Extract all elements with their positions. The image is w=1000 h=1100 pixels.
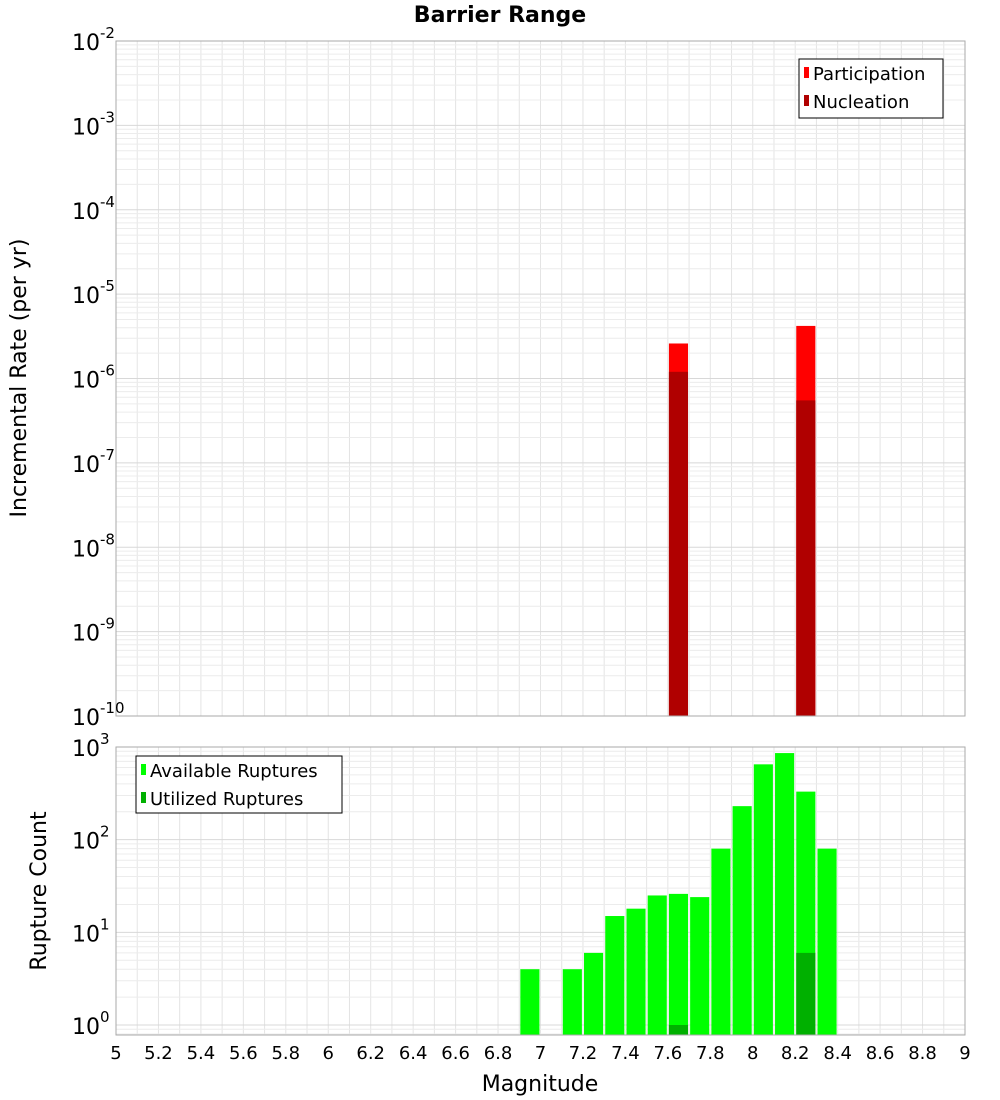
x-tick-label: 7.2 xyxy=(569,1043,598,1064)
bar-nucleation xyxy=(796,400,816,716)
top-plot-frame xyxy=(115,40,966,717)
top-legend: Participation Nucleation xyxy=(798,58,944,119)
bar-utilized-ruptures xyxy=(668,1025,689,1035)
x-tick-label: 5.6 xyxy=(229,1043,258,1064)
top-y-tick-label: 10-10 xyxy=(72,699,125,731)
x-tick-label: 5.2 xyxy=(144,1043,173,1064)
top-y-tick-label: 10-6 xyxy=(72,362,115,394)
x-tick-label: 5.4 xyxy=(187,1043,216,1064)
top-gridlines xyxy=(115,40,966,717)
bottom-bars xyxy=(520,753,837,1035)
legend-label-participation: Participation xyxy=(813,64,925,85)
bar-available-ruptures xyxy=(647,895,667,1035)
bottom-legend: Available Ruptures Utilized Ruptures xyxy=(135,755,343,814)
bar-available-ruptures xyxy=(732,806,752,1035)
bar-available-ruptures xyxy=(775,753,795,1035)
x-axis-title: Magnitude xyxy=(482,1072,599,1097)
x-tick-label: 5 xyxy=(110,1043,121,1064)
top-y-tick-label: 10-8 xyxy=(72,530,115,562)
bar-available-ruptures xyxy=(817,848,837,1035)
x-tick-label: 6 xyxy=(323,1043,334,1064)
x-tick-label: 6.2 xyxy=(356,1043,385,1064)
top-y-tick-label: 10-7 xyxy=(72,446,115,478)
x-tick-label: 9 xyxy=(959,1043,970,1064)
x-ticks: 5 5.2 5.4 5.6 5.8 6 6.2 6.4 6.6 6.8 7 7.2 7.4 7.6 7.8 8… xyxy=(110,1043,970,1064)
legend-label-utilized-ruptures: Utilized Ruptures xyxy=(150,789,303,810)
bar-utilized-ruptures xyxy=(796,952,816,1035)
x-tick-label: 7 xyxy=(535,1043,546,1064)
x-tick-label: 5.8 xyxy=(271,1043,300,1064)
bottom-legend-box xyxy=(135,755,343,814)
bar-available-ruptures xyxy=(584,952,604,1035)
top-bars xyxy=(668,325,816,716)
bottom-y-tick-label: 102 xyxy=(72,823,110,855)
x-tick-label: 8.6 xyxy=(866,1043,895,1064)
bar-available-ruptures xyxy=(605,916,625,1035)
bottom-y-tick-label: 101 xyxy=(72,915,110,947)
bottom-y-tick-label: 100 xyxy=(72,1008,110,1040)
x-tick-label: 8.2 xyxy=(781,1043,810,1064)
legend-swatch-available-ruptures xyxy=(141,764,146,775)
bar-available-ruptures xyxy=(520,969,540,1035)
top-y-tick-label: 10-5 xyxy=(72,277,115,309)
x-tick-label: 7.8 xyxy=(696,1043,725,1064)
top-y-tick-label: 10-4 xyxy=(72,193,115,225)
bottom-y-tick-label: 103 xyxy=(72,730,110,762)
bar-available-ruptures xyxy=(668,893,689,1035)
chart-title: Barrier Range xyxy=(414,3,586,28)
x-tick-label: 6.8 xyxy=(484,1043,513,1064)
bar-available-ruptures xyxy=(690,897,710,1035)
legend-label-available-ruptures: Available Ruptures xyxy=(150,761,318,782)
legend-swatch-utilized-ruptures xyxy=(141,792,146,803)
x-tick-label: 6.4 xyxy=(399,1043,428,1064)
legend-label-nucleation: Nucleation xyxy=(813,92,909,113)
top-y-tick-label: 10-3 xyxy=(72,108,115,140)
top-y-tick-label: 10-2 xyxy=(72,24,115,56)
top-y-ticks: 10-2 10-3 10-4 10-5 10-6 10-7 10-8 10-9 10-10 xyxy=(72,24,125,731)
x-tick-label: 6.6 xyxy=(441,1043,470,1064)
top-y-tick-label: 10-9 xyxy=(72,615,115,647)
x-tick-label: 8.8 xyxy=(908,1043,937,1064)
bar-available-ruptures xyxy=(626,908,646,1035)
legend-swatch-participation xyxy=(804,67,809,78)
legend-swatch-nucleation xyxy=(804,95,809,106)
top-plot: 10-2 10-3 10-4 10-5 10-6 10-7 10-8 10-9 10-10 In… xyxy=(7,24,966,731)
x-tick-label: 7.4 xyxy=(611,1043,640,1064)
bottom-plot: 103 102 101 100 5 5.2 5.4 5.6 5.8 6 6.2 6.4 6.6 6.8 7… xyxy=(27,730,971,1097)
bottom-y-axis-title: Rupture Count xyxy=(27,811,52,971)
bottom-y-ticks: 103 102 101 100 xyxy=(72,730,110,1040)
bar-available-ruptures xyxy=(711,848,731,1035)
bar-available-ruptures xyxy=(753,764,773,1035)
x-tick-label: 8 xyxy=(747,1043,758,1064)
x-tick-label: 7.6 xyxy=(654,1043,683,1064)
bottom-plot-frame xyxy=(115,746,966,1036)
bar-nucleation xyxy=(668,371,689,716)
x-tick-label: 8.4 xyxy=(823,1043,852,1064)
top-legend-box xyxy=(798,58,944,119)
bar-available-ruptures xyxy=(562,969,582,1035)
top-y-axis-title: Incremental Rate (per yr) xyxy=(7,239,32,518)
